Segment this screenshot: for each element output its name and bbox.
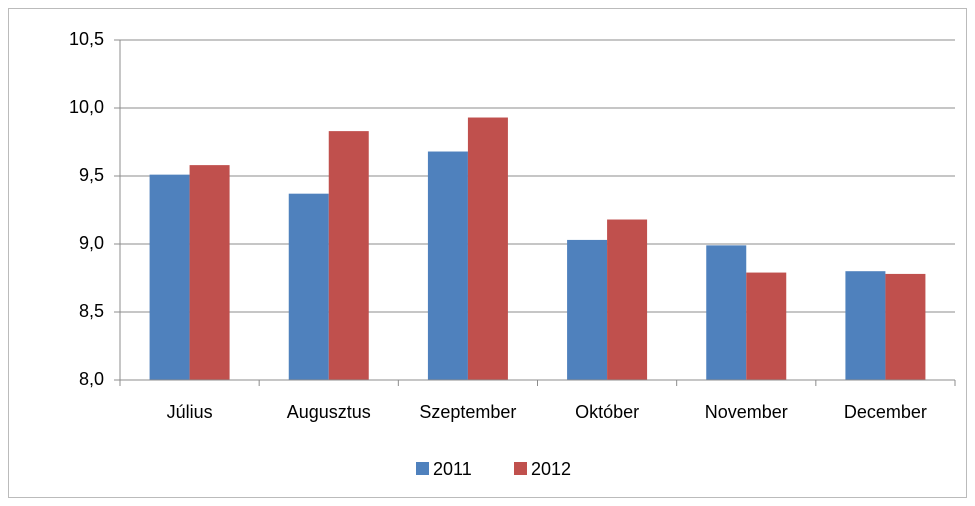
bar [427, 151, 468, 380]
y-tick-label: 8,0 [79, 369, 104, 389]
bar [567, 239, 608, 380]
bar [189, 165, 230, 380]
legend-label: 2012 [531, 459, 571, 479]
bar [845, 271, 886, 380]
x-tick-label: Szeptember [419, 402, 516, 422]
bar [885, 273, 926, 380]
x-tick-label: November [705, 402, 788, 422]
bar [328, 131, 369, 380]
legend-swatch [514, 462, 527, 475]
bar [288, 193, 329, 380]
chart-border [8, 8, 967, 498]
bar [746, 272, 787, 380]
bar [706, 245, 747, 380]
x-tick-label: December [844, 402, 927, 422]
legend-swatch [416, 462, 429, 475]
bar [467, 117, 508, 381]
bar [149, 174, 190, 380]
x-tick-label: Augusztus [287, 402, 371, 422]
y-tick-label: 10,0 [69, 97, 104, 117]
x-tick-label: Október [575, 402, 639, 422]
x-tick-label: Július [167, 402, 213, 422]
y-tick-label: 10,5 [69, 29, 104, 49]
legend-label: 2011 [433, 459, 472, 479]
bar [607, 219, 648, 380]
y-tick-label: 9,5 [79, 165, 104, 185]
y-tick-label: 8,5 [79, 301, 104, 321]
y-tick-label: 9,0 [79, 233, 104, 253]
